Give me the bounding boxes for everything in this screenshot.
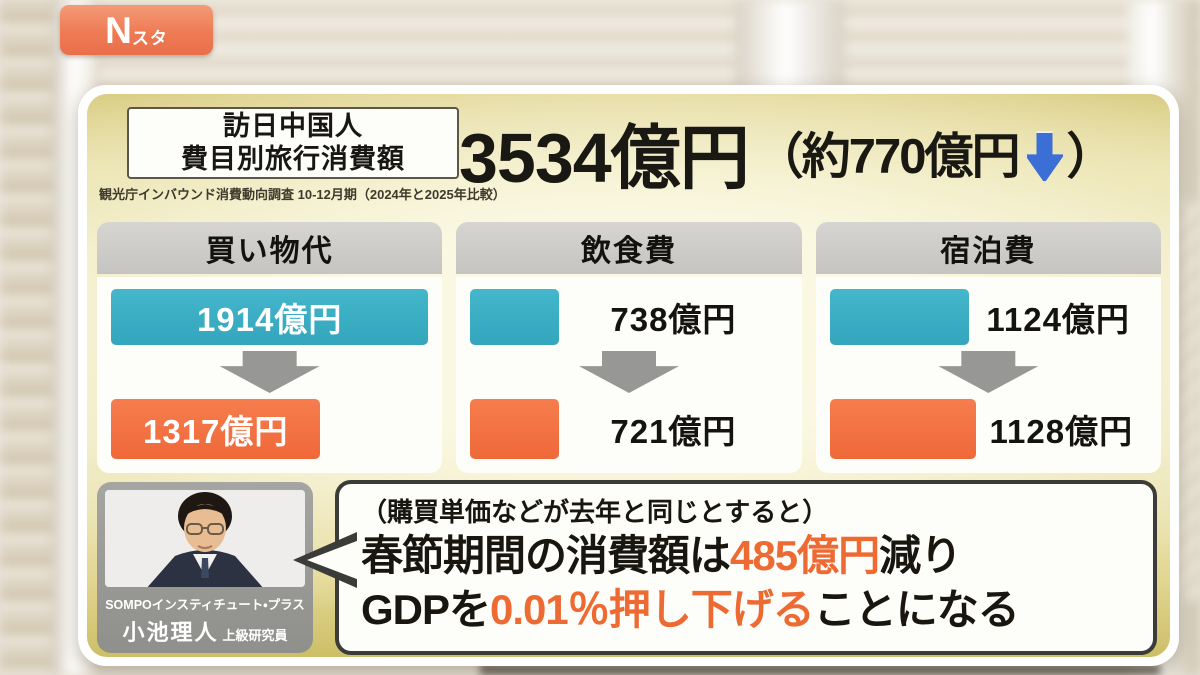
column-shopping-header: 買い物代 xyxy=(97,222,443,274)
column-shopping: 買い物代 1914億円 1317億円 xyxy=(97,222,443,473)
data-source-note: 観光庁インバウンド消費動向調査 10-12月期（2024年と2025年比較） xyxy=(99,187,506,202)
program-logo-sub: スタ xyxy=(131,28,168,48)
quote-line2-text: 春節期間の消費額は xyxy=(361,532,731,579)
down-arrow-icon xyxy=(219,351,320,393)
column-shopping-body: 1914億円 1317億円 xyxy=(97,277,443,473)
board-title-box: 訪日中国人 費目別旅行消費額 xyxy=(127,107,459,179)
shopping-2025-bar: 1317億円 xyxy=(111,399,321,459)
program-logo-main: N xyxy=(105,9,132,51)
info-board: 訪日中国人 費目別旅行消費額 観光庁インバウンド消費動向調査 10-12月期（2… xyxy=(78,85,1179,666)
down-arrow-icon xyxy=(578,351,679,393)
quote-line3-highlight: 0.01％押し下げる xyxy=(490,585,815,633)
change-close-paren: ） xyxy=(1066,129,1116,184)
quote-condition-line: （購買単価などが去年と同じとすると） xyxy=(361,497,829,527)
quote-line2-highlight: 485億円 xyxy=(730,532,880,579)
info-board-surface: 訪日中国人 費目別旅行消費額 観光庁インバウンド消費動向調査 10-12月期（2… xyxy=(87,94,1170,657)
column-food: 飲食費 738億円 721億円 xyxy=(456,222,802,473)
lodging-2025-value: 1128億円 xyxy=(989,413,1134,450)
column-lodging-body: 1124億円 1128億円 xyxy=(815,277,1161,473)
studio-floor-shadow xyxy=(480,664,1160,675)
quote-line3-text: GDPを xyxy=(361,585,491,633)
quote-line2-tail: 減り xyxy=(879,532,962,579)
category-columns: 買い物代 1914億円 1317億円 飲食費 738億円 xyxy=(97,222,1161,473)
lodging-2025-bar xyxy=(829,399,976,459)
speech-bubble: （購買単価などが去年と同じとすると） 春節期間の消費額は485億円減り GDPを… xyxy=(335,480,1157,655)
lodging-2024-bar xyxy=(829,289,970,345)
analyst-job-title: 上級研究員 xyxy=(222,628,288,643)
analyst-photo xyxy=(105,490,305,587)
analyst-name-row: 小池理人 上級研究員 xyxy=(122,615,287,647)
board-title-line1: 訪日中国人 xyxy=(223,111,363,142)
change-amount: （約770億円 xyxy=(754,129,1021,184)
quote-line3: GDPを0.01％押し下げることになる xyxy=(361,583,1135,637)
food-2025-value: 721億円 xyxy=(610,413,737,450)
board-title-line2: 費目別旅行消費額 xyxy=(181,144,405,174)
food-2025-bar xyxy=(470,399,560,459)
analyst-org: SOMPOインスティチュート・プラス xyxy=(105,598,305,612)
analyst-name: 小池理人 xyxy=(122,620,219,645)
column-food-header: 飲食費 xyxy=(456,222,802,274)
column-food-body: 738億円 721億円 xyxy=(456,277,802,473)
headline-total: 3534億円 （約770億円 ） xyxy=(459,100,1116,204)
column-lodging: 宿泊費 1124億円 1128億円 xyxy=(815,222,1161,473)
quote-line3-tail: ことになる xyxy=(813,585,1020,633)
analyst-portrait-illustration xyxy=(105,490,305,587)
program-logo-nsta: N スタ xyxy=(60,5,213,55)
food-2024-value: 738億円 xyxy=(610,301,737,338)
down-arrow-icon xyxy=(938,351,1039,393)
analyst-card: SOMPOインスティチュート・プラス 小池理人 上級研究員 xyxy=(97,482,313,653)
studio-top-pillar xyxy=(735,0,845,95)
total-amount: 3534億円 xyxy=(459,118,750,197)
decrease-arrow-icon xyxy=(1024,131,1065,183)
food-2024-bar xyxy=(470,289,560,345)
quote-line2: 春節期間の消費額は485億円減り xyxy=(361,529,1135,583)
lodging-2024-value: 1124億円 xyxy=(986,301,1130,338)
column-lodging-header: 宿泊費 xyxy=(815,222,1161,274)
shopping-2024-bar: 1914億円 xyxy=(111,289,429,345)
speech-bubble-tail xyxy=(293,532,362,588)
